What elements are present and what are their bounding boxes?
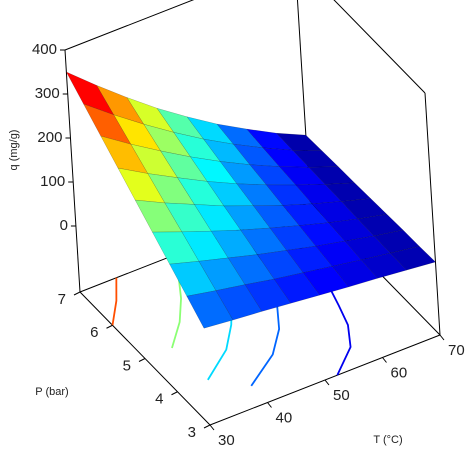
surface-cell [134,199,183,233]
x-tick-label: 40 [276,409,293,426]
z-tick-label: 200 [37,129,62,146]
surface-cell [244,278,292,312]
y-tick [73,291,81,296]
y-tick-label: 6 [90,324,98,341]
x-tick-label: 70 [448,342,465,359]
surface-cell [262,147,310,168]
y-tick-label: 4 [155,391,163,408]
z-tick-label: 300 [35,85,60,102]
z-axis-title: q (mg/g) [8,130,20,171]
surface-cell [151,231,200,265]
surface-cell [324,182,372,202]
y-tick [138,358,146,362]
y-tick [171,391,178,396]
z-tick-label: 0 [60,217,68,234]
z-tick-label: 100 [40,173,65,190]
surface-cell [219,161,267,186]
box-edge [64,49,81,293]
surface-cell [206,181,254,207]
x-tick-label: 30 [218,432,235,449]
surface-cell [315,240,362,267]
surface-cell [96,84,145,125]
surface-cell [193,204,242,232]
x-tick [439,334,445,341]
surface-cell [65,71,115,116]
surface-cell [186,116,234,145]
y-tick [106,324,113,329]
surface-cell [286,245,333,274]
x-tick [382,357,387,363]
surface-cell [100,135,149,174]
surface-cell [169,260,217,297]
surface-cell [186,290,234,329]
box-edge [424,92,441,336]
contour-line [111,277,118,326]
x-axis-title: T (°C) [373,434,402,446]
x-tick-label: 60 [391,364,408,381]
box-edge [333,0,426,94]
surface-cell [113,114,162,152]
box-edge [64,0,195,51]
surface-cell [117,167,166,204]
surface-cell [83,103,132,145]
x-tick-label: 50 [333,387,350,404]
y-axis-title: P (bar) [35,386,68,398]
y-tick-label: 7 [58,291,66,308]
y-tick [203,424,211,429]
x-tick [324,379,330,386]
x-tick [209,424,215,431]
surface-cell [126,96,175,133]
y-tick-label: 5 [123,357,131,374]
z-tick-label: 400 [32,41,57,58]
x-tick [267,402,272,408]
y-tick-label: 3 [188,424,196,441]
